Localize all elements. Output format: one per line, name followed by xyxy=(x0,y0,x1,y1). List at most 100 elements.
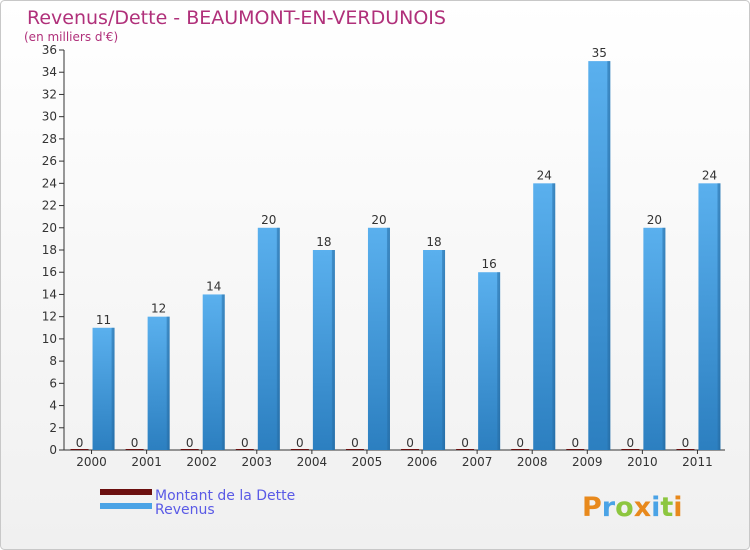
bar-dette xyxy=(235,449,254,450)
legend-swatch-dette xyxy=(100,489,152,495)
data-label-revenus: 20 xyxy=(261,213,276,227)
bar-revenus-shade xyxy=(442,250,446,450)
y-tick-label: 20 xyxy=(42,221,57,235)
x-tick-label: 2006 xyxy=(407,455,438,469)
y-tick-label: 6 xyxy=(49,376,57,390)
data-label-dette: 0 xyxy=(186,436,194,450)
data-label-revenus: 20 xyxy=(371,213,386,227)
y-tick-label: 10 xyxy=(42,332,57,346)
bar-revenus xyxy=(147,316,170,450)
chart-title: Revenus/Dette - BEAUMONT-EN-VERDUNOIS xyxy=(27,7,446,29)
y-tick-label: 14 xyxy=(42,287,57,301)
data-label-revenus: 14 xyxy=(206,279,221,293)
legend: Montant de la Dette Revenus xyxy=(100,488,295,518)
y-tick-label: 4 xyxy=(49,399,57,413)
data-label-revenus: 20 xyxy=(647,213,662,227)
y-tick-label: 36 xyxy=(42,43,57,57)
legend-label-dette: Montant de la Dette xyxy=(155,488,295,504)
bar-revenus-shade xyxy=(552,183,556,451)
x-tick-label: 2002 xyxy=(186,455,217,469)
legend-label-revenus: Revenus xyxy=(155,502,215,518)
data-label-dette: 0 xyxy=(241,436,249,450)
data-label-dette: 0 xyxy=(682,436,690,450)
bar-revenus xyxy=(257,227,280,450)
bar-revenus-shade xyxy=(386,227,390,450)
proxiti-logo: Proxiti xyxy=(582,492,683,523)
bar-revenus xyxy=(202,294,225,450)
y-tick-label: 26 xyxy=(42,154,57,168)
bar-revenus xyxy=(367,227,390,450)
logo-letter: r xyxy=(602,492,616,523)
bar-dette xyxy=(180,449,199,450)
data-label-dette: 0 xyxy=(296,436,304,450)
bar-revenus xyxy=(312,250,335,450)
logo-letter: t xyxy=(660,492,673,523)
y-tick-label: 18 xyxy=(42,243,57,257)
bar-revenus-shade xyxy=(717,183,721,451)
x-tick-label: 2004 xyxy=(297,455,328,469)
logo-letter: o xyxy=(615,492,634,523)
x-tick-label: 2000 xyxy=(76,455,107,469)
bar-revenus xyxy=(423,250,446,450)
x-tick-label: 2007 xyxy=(462,455,493,469)
x-tick-label: 2011 xyxy=(682,455,713,469)
bar-revenus-shade xyxy=(276,227,280,450)
y-tick-label: 32 xyxy=(42,87,57,101)
y-tick-label: 0 xyxy=(49,443,57,457)
data-label-dette: 0 xyxy=(516,436,524,450)
bar-revenus-shade xyxy=(607,61,611,450)
bar-revenus xyxy=(478,272,501,450)
bar-revenus xyxy=(533,183,556,451)
data-label-revenus: 18 xyxy=(316,235,331,249)
bar-revenus-shade xyxy=(111,327,115,450)
bar-dette xyxy=(125,449,144,450)
bar-dette xyxy=(566,449,585,450)
logo-letter: i xyxy=(673,492,682,523)
logo-letter: x xyxy=(634,492,651,523)
data-label-revenus: 24 xyxy=(702,168,717,182)
bar-revenus-shade xyxy=(331,250,335,450)
data-label-dette: 0 xyxy=(76,436,84,450)
bar-dette xyxy=(345,449,364,450)
y-tick-label: 2 xyxy=(49,421,57,435)
data-label-revenus: 11 xyxy=(96,313,111,327)
bar-revenus xyxy=(588,61,611,450)
y-tick-label: 16 xyxy=(42,265,57,279)
x-tick-label: 2008 xyxy=(517,455,548,469)
bar-dette xyxy=(401,449,420,450)
bars: 0 11 0 12 0 14 0 20 0 18 0 20 0 18 0 16 0 24 0 35 0 20 0 24 xyxy=(70,46,721,451)
y-tick-label: 22 xyxy=(42,199,57,213)
data-label-revenus: 18 xyxy=(426,235,441,249)
y-tick-label: 30 xyxy=(42,110,57,124)
bar-revenus-shade xyxy=(497,272,501,450)
data-label-dette: 0 xyxy=(571,436,579,450)
x-tick-label: 2010 xyxy=(627,455,658,469)
data-label-revenus: 35 xyxy=(592,46,607,60)
x-tick-label: 2001 xyxy=(131,455,162,469)
data-label-dette: 0 xyxy=(461,436,469,450)
chart-subtitle: (en milliers d'€) xyxy=(24,30,118,44)
y-tick-label: 12 xyxy=(42,310,57,324)
legend-swatch-revenus xyxy=(100,503,152,509)
data-label-dette: 0 xyxy=(627,436,635,450)
bar-revenus xyxy=(698,183,721,451)
x-tick-label: 2005 xyxy=(352,455,383,469)
logo-letter: i xyxy=(651,492,660,523)
y-tick-label: 34 xyxy=(42,65,57,79)
x-axis: 2000 2001 2002 2003 2004 2005 2006 2007 2008 2009… xyxy=(64,449,725,469)
y-tick-label: 24 xyxy=(42,176,57,190)
bar-dette xyxy=(676,449,695,450)
x-tick-label: 2009 xyxy=(572,455,603,469)
data-label-dette: 0 xyxy=(131,436,139,450)
bar-revenus xyxy=(643,227,666,450)
bar-dette xyxy=(456,449,475,450)
x-tick-label: 2003 xyxy=(242,455,273,469)
y-tick-label: 28 xyxy=(42,132,57,146)
data-label-revenus: 16 xyxy=(481,257,496,271)
bar-revenus-shade xyxy=(221,294,225,450)
data-label-revenus: 24 xyxy=(537,168,552,182)
data-label-dette: 0 xyxy=(351,436,359,450)
